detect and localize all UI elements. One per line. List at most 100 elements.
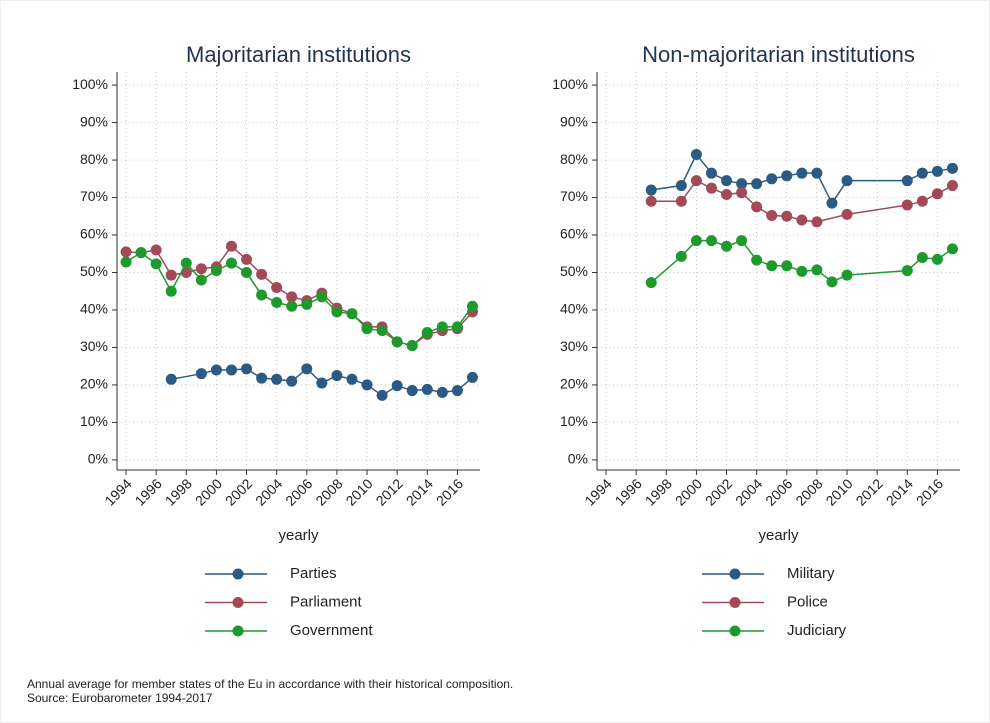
legend-marker bbox=[232, 625, 244, 637]
point bbox=[391, 336, 403, 348]
y-tick-label: 60% bbox=[560, 226, 588, 242]
point bbox=[286, 300, 298, 312]
point bbox=[376, 325, 388, 337]
point bbox=[466, 300, 478, 312]
point bbox=[826, 197, 838, 209]
point bbox=[901, 175, 913, 187]
point bbox=[346, 373, 358, 385]
point bbox=[796, 214, 808, 226]
point bbox=[781, 260, 793, 272]
series-line bbox=[651, 179, 953, 223]
point bbox=[901, 199, 913, 211]
point bbox=[931, 253, 943, 265]
point bbox=[225, 364, 237, 376]
point bbox=[736, 178, 748, 190]
point bbox=[451, 385, 463, 397]
point bbox=[165, 373, 177, 385]
point bbox=[150, 258, 162, 270]
point bbox=[225, 257, 237, 269]
legend-marker bbox=[232, 597, 244, 608]
point bbox=[916, 252, 928, 264]
point bbox=[690, 148, 702, 160]
y-tick-label: 70% bbox=[560, 188, 588, 204]
legend-label: Military bbox=[787, 565, 835, 582]
point bbox=[645, 195, 657, 207]
point bbox=[210, 364, 222, 376]
chart-title: Majoritarian institutions bbox=[186, 42, 411, 67]
point bbox=[165, 269, 177, 281]
point bbox=[451, 321, 463, 333]
point bbox=[811, 216, 823, 228]
note: Source: Eurobarometer 1994-2017 bbox=[27, 691, 213, 705]
point bbox=[645, 184, 657, 196]
y-tick-label: 100% bbox=[552, 76, 588, 92]
point bbox=[766, 210, 778, 222]
point bbox=[316, 377, 328, 389]
point bbox=[675, 250, 687, 262]
point bbox=[120, 256, 132, 268]
point bbox=[316, 291, 328, 303]
point bbox=[466, 371, 478, 383]
point bbox=[946, 180, 958, 192]
legend-label: Judiciary bbox=[787, 622, 847, 639]
point bbox=[256, 268, 268, 280]
point bbox=[286, 291, 298, 303]
point bbox=[811, 264, 823, 276]
point bbox=[690, 235, 702, 247]
point bbox=[841, 175, 853, 187]
y-tick-label: 50% bbox=[80, 263, 108, 279]
y-tick-label: 60% bbox=[80, 226, 108, 242]
point bbox=[165, 285, 177, 297]
x-axis-title: yearly bbox=[758, 527, 799, 544]
point bbox=[241, 266, 253, 278]
point bbox=[421, 326, 433, 338]
y-tick-label: 80% bbox=[80, 151, 108, 167]
y-tick-label: 0% bbox=[88, 451, 108, 467]
y-tick-label: 30% bbox=[80, 338, 108, 354]
point bbox=[766, 260, 778, 272]
point bbox=[705, 182, 717, 194]
point bbox=[781, 210, 793, 222]
point bbox=[361, 379, 373, 391]
point bbox=[256, 289, 268, 301]
point bbox=[841, 269, 853, 281]
point bbox=[916, 167, 928, 179]
y-tick-label: 20% bbox=[80, 376, 108, 392]
y-tick-label: 90% bbox=[560, 113, 588, 129]
point bbox=[751, 254, 763, 266]
point bbox=[946, 243, 958, 255]
point bbox=[271, 296, 283, 308]
point bbox=[135, 247, 147, 259]
y-tick-label: 10% bbox=[560, 413, 588, 429]
point bbox=[721, 240, 733, 252]
point bbox=[331, 306, 343, 318]
point bbox=[436, 386, 448, 398]
point bbox=[271, 281, 283, 293]
point bbox=[705, 167, 717, 179]
y-tick-label: 90% bbox=[80, 113, 108, 129]
point bbox=[901, 265, 913, 277]
y-tick-label: 20% bbox=[560, 376, 588, 392]
point bbox=[150, 244, 162, 256]
point bbox=[841, 208, 853, 220]
point bbox=[946, 162, 958, 174]
legend-label: Parliament bbox=[290, 593, 363, 610]
point bbox=[751, 178, 763, 190]
point bbox=[241, 253, 253, 265]
point bbox=[180, 257, 192, 269]
point bbox=[225, 240, 237, 252]
y-tick-label: 30% bbox=[560, 338, 588, 354]
x-axis-title: yearly bbox=[278, 527, 319, 544]
point bbox=[705, 235, 717, 247]
point bbox=[766, 173, 778, 185]
point bbox=[406, 385, 418, 397]
point bbox=[675, 180, 687, 192]
note: Annual average for member states of the … bbox=[27, 677, 513, 691]
point bbox=[120, 246, 132, 258]
point bbox=[931, 188, 943, 200]
point bbox=[271, 373, 283, 385]
y-tick-label: 70% bbox=[80, 188, 108, 204]
point bbox=[645, 277, 657, 289]
